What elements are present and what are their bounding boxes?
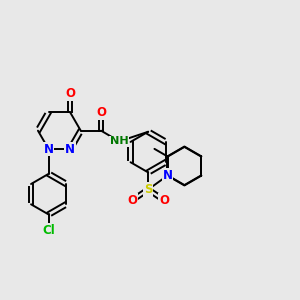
Text: Cl: Cl <box>42 224 55 237</box>
Text: N: N <box>162 169 172 182</box>
Text: S: S <box>144 183 152 196</box>
Text: NH: NH <box>110 136 129 146</box>
Text: O: O <box>159 194 169 207</box>
Text: O: O <box>65 88 75 100</box>
Text: O: O <box>96 106 106 119</box>
Text: O: O <box>127 194 137 207</box>
Text: N: N <box>65 143 75 156</box>
Text: N: N <box>44 143 54 156</box>
